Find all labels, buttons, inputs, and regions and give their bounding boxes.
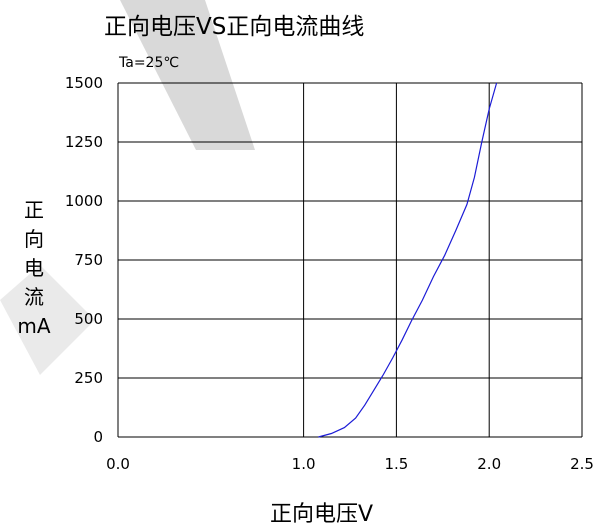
y-axis-label-char: 向 [24, 227, 44, 251]
x-tick-label: 2.0 [477, 455, 501, 473]
x-tick-label: 1.5 [384, 455, 408, 473]
y-tick-label: 250 [74, 369, 103, 387]
y-axis-label: 正 向 电 流 mA [8, 196, 60, 341]
condition-label: Ta=25℃ [119, 55, 180, 71]
y-tick-label: 0 [93, 428, 103, 446]
x-tick-label: 2.5 [570, 455, 593, 473]
series-line [318, 82, 498, 438]
y-axis-label-char: 流 [24, 285, 44, 309]
y-tick-label: 750 [74, 251, 103, 269]
y-tick-label: 500 [74, 310, 103, 328]
y-tick-label: 1000 [65, 192, 103, 210]
y-tick-label: 1250 [65, 133, 103, 151]
x-axis-label: 正向电压V [270, 502, 374, 527]
x-tick-label: 0.0 [106, 455, 130, 473]
x-tick-label: 1.0 [292, 455, 316, 473]
y-axis-label-char: 正 [24, 198, 44, 222]
y-axis-label-char: 电 [24, 256, 44, 280]
chart-title: 正向电压VS正向电流曲线 [104, 14, 365, 40]
y-axis-label-unit: mA [17, 314, 51, 338]
y-tick-label: 1500 [65, 74, 103, 92]
